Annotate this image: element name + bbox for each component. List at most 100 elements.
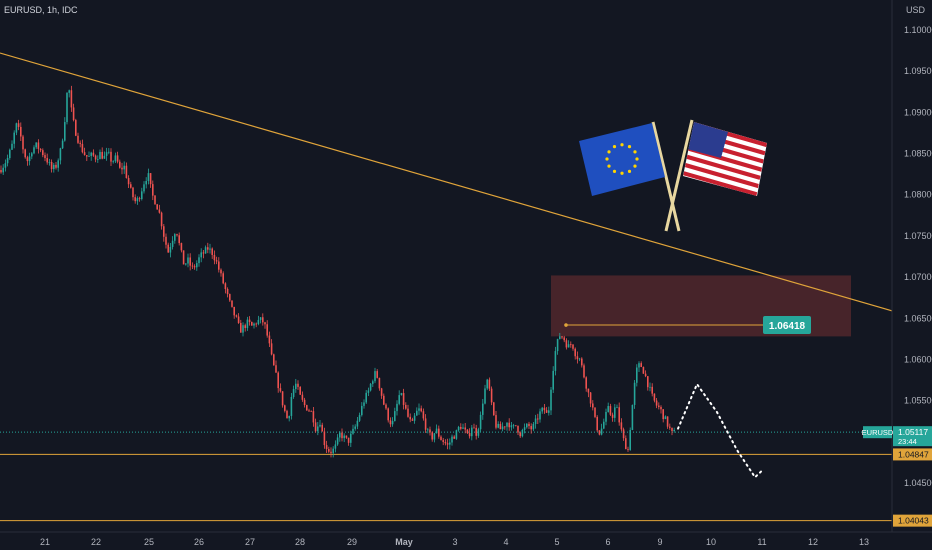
candle-body [493, 402, 495, 416]
candle-body [68, 90, 70, 93]
candle-body [488, 379, 491, 389]
candle-body [449, 442, 451, 445]
candle-body [290, 396, 293, 416]
y-tick-label: 1.04500 [904, 478, 932, 488]
candle-body [209, 248, 211, 250]
candle-body [158, 209, 161, 213]
candle-body [312, 411, 315, 423]
eu-flag-pole [651, 121, 681, 232]
candle-body [420, 408, 422, 412]
candle-body [57, 160, 59, 168]
candle-body [567, 344, 570, 348]
candle-body [284, 405, 286, 411]
candle-body [61, 140, 64, 149]
candle-body [328, 449, 330, 452]
x-tick-label: 26 [194, 537, 204, 547]
candle-body [35, 142, 37, 148]
candle-body [341, 432, 343, 439]
candle-body [39, 148, 42, 151]
candle-body [532, 423, 535, 430]
candle-body [618, 407, 620, 423]
y-tick-label: 1.09500 [904, 66, 932, 76]
candle-body [171, 240, 174, 247]
candle-body [220, 269, 222, 274]
trendline[interactable] [0, 52, 932, 323]
candle-body [59, 148, 62, 161]
candle-body [352, 428, 354, 434]
candle-body [526, 423, 528, 428]
candle-body [484, 388, 486, 404]
candle-body [666, 416, 669, 427]
y-tick-label: 1.08000 [904, 190, 932, 200]
candle-body [321, 424, 323, 432]
x-tick-label: 6 [605, 537, 610, 547]
candle-body [310, 410, 312, 412]
support-level-value: 1.04847 [898, 449, 929, 459]
candle-body [48, 161, 51, 163]
candle-body [169, 246, 172, 253]
bar-countdown: 23:44 [898, 437, 917, 446]
candle-body [438, 428, 440, 437]
candle-body [475, 427, 477, 436]
candle-body [486, 379, 488, 389]
candle-body [200, 252, 202, 258]
y-tick-label: 1.09000 [904, 107, 932, 117]
candle-body [504, 426, 506, 428]
candle-body [213, 254, 216, 261]
support-level-tag[interactable] [893, 514, 932, 527]
candle-body [235, 315, 238, 317]
candle-body [257, 319, 260, 325]
candle-body [81, 143, 84, 153]
candle-body [99, 151, 101, 160]
candle-body [163, 226, 165, 237]
candle-body [543, 407, 546, 411]
x-tick-label: 12 [808, 537, 818, 547]
candle-body [248, 319, 251, 322]
candle-body [387, 408, 389, 421]
candle-body [528, 423, 530, 427]
candle-body [596, 416, 598, 431]
support-level-tag[interactable] [893, 448, 932, 461]
candle-body [251, 321, 253, 326]
candle-body [297, 383, 299, 387]
projection-path[interactable] [677, 382, 763, 479]
candle-body [581, 358, 583, 366]
candle-body [638, 363, 640, 368]
candle-body [356, 420, 359, 427]
candle-body [512, 425, 515, 427]
x-ticks: 21 22 25 26 27 28 29 May 3 4 5 6 9 10 11 12 13 [40, 537, 869, 547]
candle-body [545, 410, 548, 413]
candle-body [347, 437, 350, 443]
symbol-tag-text: EURUSD [862, 428, 894, 437]
candle-body [72, 107, 75, 121]
candle-body [468, 433, 471, 437]
candle-body [229, 294, 231, 301]
x-tick-label: 28 [295, 537, 305, 547]
candle-body [46, 158, 48, 163]
candle-body [515, 425, 517, 427]
candle-body [451, 436, 453, 443]
candle-body [600, 428, 603, 435]
candle-body [24, 149, 26, 158]
current-price-tag[interactable] [893, 426, 932, 447]
candle-body [259, 317, 262, 320]
candle-body [457, 426, 460, 431]
candle-body [288, 415, 290, 419]
marked-level-anchor[interactable] [564, 323, 568, 327]
candle-body [585, 377, 587, 389]
candle-body [473, 427, 475, 429]
candle-body [649, 386, 651, 388]
candle-body [226, 288, 229, 295]
candle-body [592, 403, 594, 408]
candle-body [594, 407, 596, 417]
x-tick-label: 29 [347, 537, 357, 547]
candle-body [442, 440, 444, 442]
candle-body [548, 410, 550, 413]
candle-body [141, 191, 143, 200]
candle-body [116, 155, 119, 162]
candle-body [182, 250, 185, 265]
candle-body [83, 152, 86, 156]
marked-level-badge[interactable] [763, 316, 811, 335]
candle-body [86, 155, 88, 157]
